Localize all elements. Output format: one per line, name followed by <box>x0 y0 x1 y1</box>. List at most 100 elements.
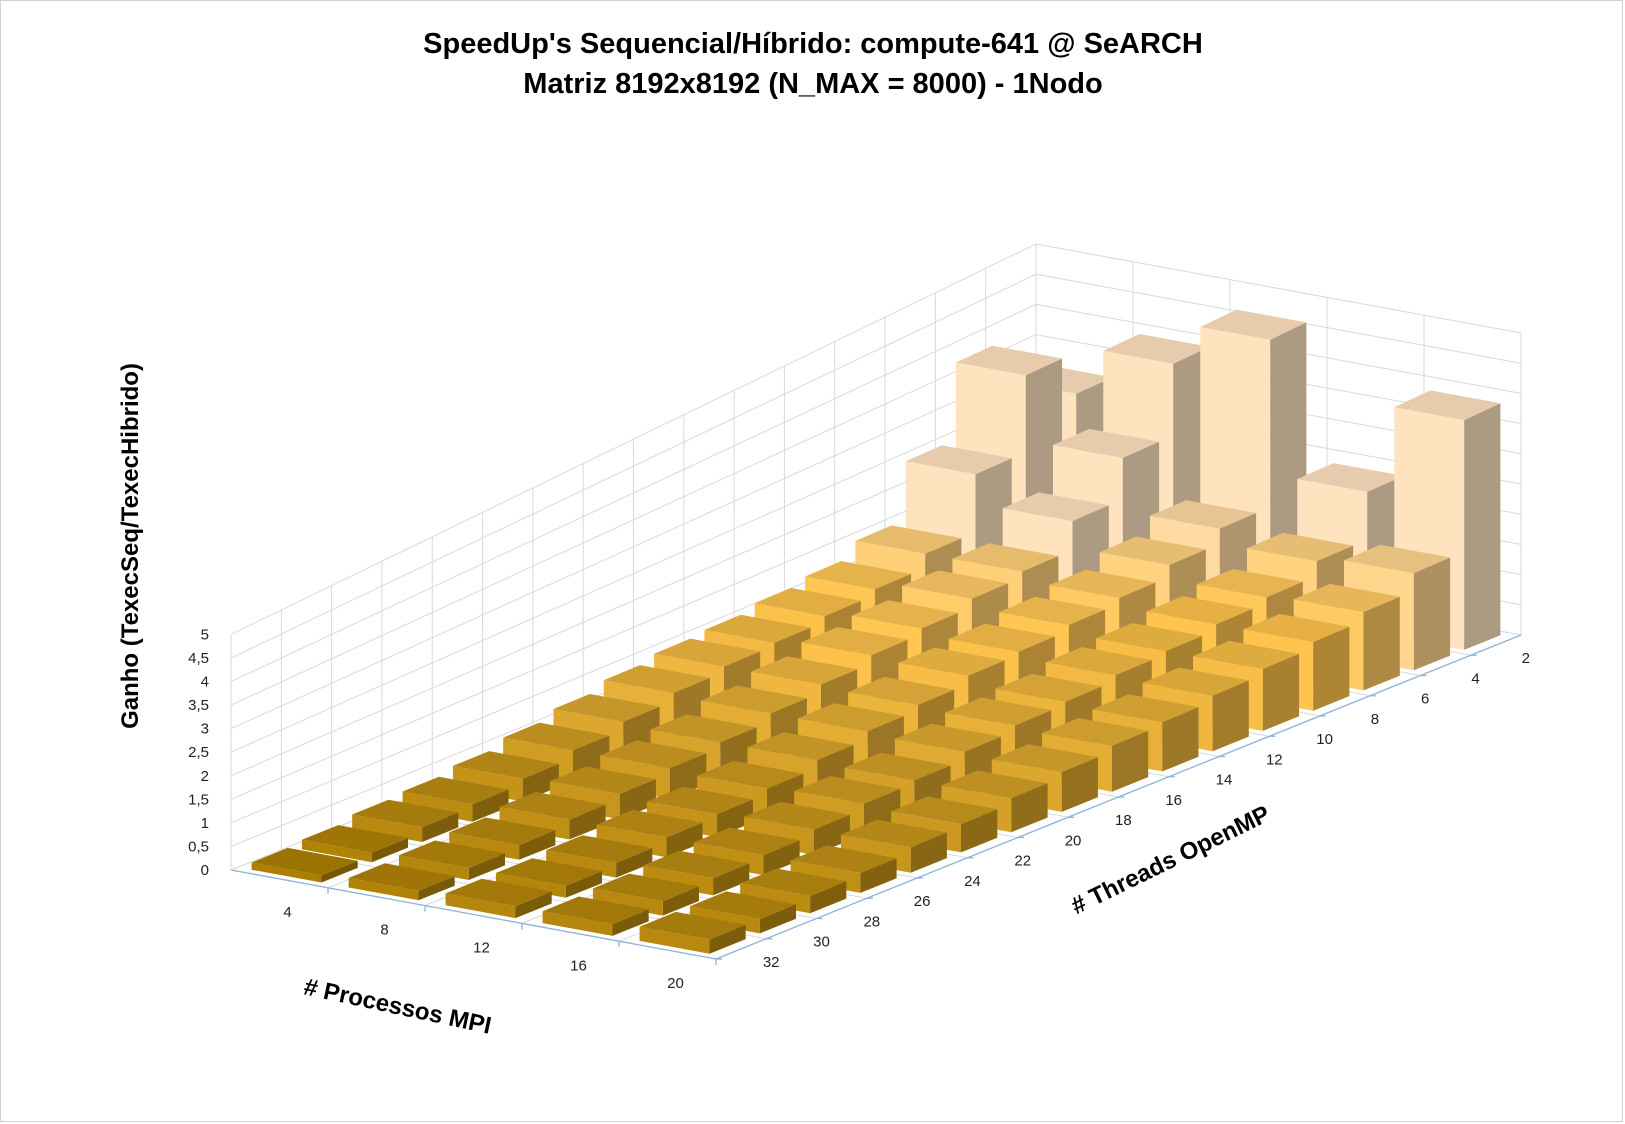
threads-tick-label: 8 <box>1371 711 1379 728</box>
bar-front-face <box>398 855 469 880</box>
bar-top-face <box>700 685 807 714</box>
bar-mpi-4-threads-32 <box>251 847 358 883</box>
bar-side-face <box>860 858 897 893</box>
bar-top-face <box>805 561 912 590</box>
bar-side-face <box>569 804 606 840</box>
bar-side-face <box>961 809 998 853</box>
bar-front-face <box>639 926 710 954</box>
bar-side-face <box>759 904 796 934</box>
bar-top-face <box>894 723 1001 752</box>
bars <box>251 309 1501 954</box>
bar-top-face <box>1002 492 1109 521</box>
bar-top-face <box>956 345 1063 376</box>
bar-top-face <box>840 819 947 848</box>
bar-top-face <box>1053 428 1160 458</box>
bar-front-face <box>445 893 516 919</box>
mpi-tick-label: 8 <box>380 922 388 939</box>
bar-top-face <box>1103 334 1210 364</box>
bar-front-face <box>251 862 322 883</box>
bar-side-face <box>519 830 556 860</box>
y-axis-ticks: 0 0,5 1 1,5 2 2,5 3 3,5 4 4,5 5 <box>188 626 209 879</box>
mpi-tick-label: 4 <box>283 904 291 921</box>
mpi-axis-ticks: 4 8 12 16 20 <box>283 887 717 992</box>
y-tick-label: 3,5 <box>188 697 209 714</box>
y-tick-label: 0 <box>201 862 209 879</box>
threads-tick-label: 28 <box>863 913 880 930</box>
bar-top-face <box>643 850 750 879</box>
bar-top-face <box>503 722 610 751</box>
bar-side-face <box>1162 707 1199 772</box>
bar-mpi-8-threads-30 <box>398 840 505 880</box>
bar-top-face <box>1297 463 1404 492</box>
bar-side-face <box>1112 730 1149 792</box>
bar-top-face <box>740 868 847 897</box>
chart-subtitle: Matriz 8192x8192 (N_MAX = 8000) - 1Nodo <box>523 68 1102 100</box>
bar-side-face <box>813 814 850 855</box>
bar-side-face <box>1011 783 1048 833</box>
bar-mpi-8-threads-32 <box>348 863 455 901</box>
bar-top-face <box>855 525 962 554</box>
bar-top-face <box>499 792 606 820</box>
bar-top-face <box>848 676 955 705</box>
bar-top-face <box>1099 536 1206 565</box>
bar-front-face <box>301 839 372 863</box>
bar-side-face <box>910 832 947 873</box>
bar-side-face <box>810 881 847 914</box>
threads-tick-label: 6 <box>1421 691 1429 708</box>
bar-top-face <box>654 638 761 667</box>
threads-tick-label: 10 <box>1316 731 1333 748</box>
bar-top-face <box>1344 544 1451 574</box>
threads-tick-label: 4 <box>1471 670 1479 687</box>
bar-top-face <box>549 766 656 794</box>
bar-side-face <box>662 886 699 916</box>
y-tick-label: 1 <box>201 815 209 832</box>
bar-side-face <box>1061 757 1098 812</box>
threads-tick-label: 26 <box>914 893 931 910</box>
bar-side-face <box>371 837 408 863</box>
y-tick-label: 4 <box>201 674 209 691</box>
y-tick-label: 3 <box>201 721 209 738</box>
mpi-tick-label: 16 <box>570 957 587 974</box>
bar-top-face <box>1150 500 1257 529</box>
bar-side-face <box>713 863 750 896</box>
bar-side-face <box>565 871 602 898</box>
bar-top-face <box>452 751 559 779</box>
bar-side-face <box>418 876 455 901</box>
bar-side-face <box>612 909 649 936</box>
bar-top-face <box>1196 569 1303 598</box>
bar-top-face <box>402 776 509 805</box>
bar-top-face <box>754 588 861 617</box>
bar-side-face <box>472 789 509 822</box>
bar-top-face <box>348 863 455 891</box>
bar-mpi-12-threads-32 <box>445 878 552 919</box>
bar-top-face <box>948 623 1055 652</box>
bar-side-face <box>716 799 753 838</box>
bar-top-face <box>1096 623 1203 652</box>
bar-top-face <box>794 776 901 804</box>
bar-top-face <box>743 801 850 830</box>
threads-tick-label: 20 <box>1065 832 1082 849</box>
bar-top-face <box>902 570 1009 599</box>
threads-tick-label: 16 <box>1165 792 1182 809</box>
bar-top-face <box>697 760 804 789</box>
bar-top-face <box>1042 718 1149 746</box>
bar-top-face <box>898 647 1005 676</box>
bar-top-face <box>1146 596 1253 625</box>
bar-top-face <box>1092 694 1199 723</box>
y-axis-label: Ganho (TexecSeq/TexecHibrido) <box>117 363 144 729</box>
bar-side-face <box>515 891 552 919</box>
bar-side-face <box>709 924 746 954</box>
mpi-tick-label: 12 <box>473 940 490 957</box>
bar-front-face <box>542 911 613 936</box>
bar-top-face <box>693 827 800 856</box>
bar-front-face <box>348 878 419 901</box>
bar-top-face <box>905 445 1012 475</box>
bar-side-face <box>468 853 505 880</box>
y-tick-label: 5 <box>201 626 209 643</box>
bar-top-face <box>1193 640 1300 669</box>
bar-top-face <box>553 694 660 722</box>
bar-top-face <box>449 817 556 846</box>
bar-top-face <box>1045 647 1152 676</box>
